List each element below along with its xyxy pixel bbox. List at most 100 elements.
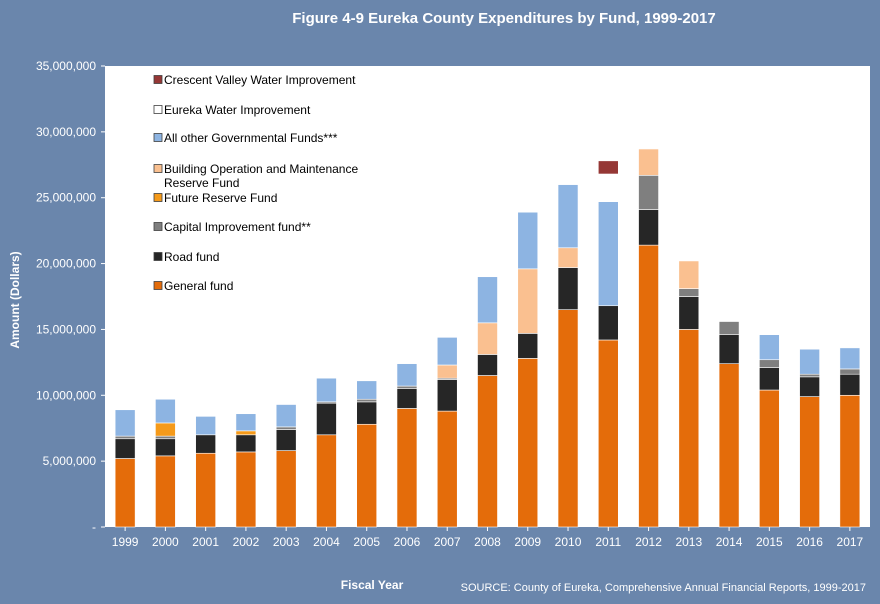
chart-title: Figure 4-9 Eureka County Expenditures by…	[292, 10, 715, 27]
bar-segment-2010-s0	[557, 309, 579, 528]
bar-segment-1999-s1	[114, 438, 136, 459]
bar-segment-2004-s1	[316, 402, 337, 436]
legend-label-3: Future Reserve Fund	[164, 191, 277, 205]
bar-segment-2000-s5	[155, 398, 176, 424]
bar-segment-2008-s0	[477, 375, 498, 528]
bar-segment-2010-s1	[557, 267, 579, 310]
bar-segment-2010-s5	[557, 184, 579, 249]
bar-segment-1999-s0	[114, 458, 136, 528]
bar-segment-2011-s7	[597, 160, 619, 175]
bar-segment-2013-s4	[678, 260, 700, 289]
bar-segment-2013-s0	[678, 329, 700, 528]
legend-swatch-6	[153, 105, 163, 114]
bar-segment-2017-s2	[839, 368, 861, 375]
bar-segment-2012-s4	[638, 148, 659, 176]
legend-label-1: Road fund	[164, 250, 219, 264]
legend-label-4: Building Operation and Maintenance Reserv…	[164, 162, 358, 190]
bar-segment-2017-s1	[839, 373, 861, 396]
x-tick-label: 2016	[796, 535, 823, 549]
bar-segment-2001-s1	[195, 434, 216, 454]
bar-segment-2008-s1	[477, 354, 498, 376]
x-tick-label: 2007	[434, 535, 461, 549]
bar-segment-2006-s5	[396, 363, 418, 387]
legend-box	[139, 72, 388, 309]
y-tick-label: 15,000,000	[36, 322, 96, 336]
bar-segment-2011-s1	[597, 305, 619, 341]
bar-segment-2002-s0	[235, 451, 257, 528]
bar-segment-2003-s0	[275, 450, 297, 528]
y-axis-label: Amount (Dollars)	[8, 251, 22, 348]
bar-segment-2009-s1	[517, 333, 539, 359]
x-tick-label: 2002	[233, 535, 260, 549]
bar-segment-2000-s2	[155, 435, 176, 440]
x-axis-ticks: 1999 2000 2001 2002 2003 2004 2005 2006 2007 2008…	[112, 527, 864, 549]
x-tick-label: 2013	[675, 535, 702, 549]
bar-segment-2005-s5	[356, 380, 378, 400]
legend-swatch-5	[153, 133, 163, 142]
x-tick-label: 2003	[273, 535, 300, 549]
bar-segment-2002-s5	[235, 413, 257, 432]
y-tick-label: 25,000,000	[36, 191, 96, 205]
bar-segment-2007-s0	[436, 410, 458, 528]
bar-segment-1999-s2	[114, 435, 136, 440]
bar-segment-2012-s1	[638, 209, 659, 246]
bar-segment-2016-s2	[799, 373, 820, 378]
legend-swatch-2	[153, 222, 163, 231]
bar-segment-2014-s1	[718, 334, 740, 364]
legend-label-line: Building Operation and Maintenance	[164, 162, 358, 176]
legend-label-5: All other Governmental Funds***	[164, 131, 338, 145]
bar-segment-2017-s5	[839, 347, 861, 370]
bar-segment-2001-s5	[195, 416, 216, 436]
bar-segment-2009-s5	[517, 211, 539, 270]
bar-segment-2005-s0	[356, 423, 378, 528]
y-axis-ticks: - 5,000,000 10,000,000 15,000,000 20,000,000…	[36, 59, 105, 534]
x-tick-label: 2005	[353, 535, 380, 549]
y-tick-label: 10,000,000	[36, 388, 96, 402]
bar-segment-2005-s1	[356, 401, 378, 425]
bar-segment-2012-s0	[638, 244, 659, 528]
bar-segment-2002-s1	[235, 434, 257, 453]
x-tick-label: 2014	[716, 535, 743, 549]
x-tick-label: 2012	[635, 535, 662, 549]
bar-segment-2009-s0	[517, 358, 539, 528]
x-axis-label: Fiscal Year	[341, 578, 404, 592]
bar-segment-2000-s0	[155, 455, 176, 528]
bar-segment-2006-s1	[396, 388, 418, 409]
legend-label-line: Reserve Fund	[164, 176, 239, 190]
bar-segment-2017-s0	[839, 394, 861, 528]
y-tick-label: 5,000,000	[43, 454, 97, 468]
bar-segment-2005-s2	[356, 398, 378, 403]
legend-swatch-0	[153, 281, 163, 290]
bar-segment-2013-s2	[678, 288, 700, 297]
x-tick-label: 2000	[152, 535, 179, 549]
legend-swatch-1	[153, 252, 163, 261]
bar-segment-2010-s4	[557, 247, 579, 268]
x-tick-label: 2004	[313, 535, 340, 549]
bar-segment-2008-s5	[477, 276, 498, 324]
bar-segment-2015-s2	[759, 359, 780, 368]
legend-swatch-4	[153, 164, 163, 173]
x-tick-label: 2006	[394, 535, 421, 549]
bar-segment-2014-s0	[718, 363, 740, 528]
bar-segment-2015-s5	[759, 334, 780, 361]
bar-segment-2003-s5	[275, 404, 297, 428]
legend-swatch-7	[153, 75, 163, 84]
bar-segment-2014-s2	[718, 321, 740, 335]
bar-segment-2007-s1	[436, 379, 458, 412]
x-tick-label: 2001	[192, 535, 219, 549]
legend: Crescent Valley Water Improvement Eureka …	[139, 72, 388, 309]
bar-segment-2003-s1	[275, 429, 297, 451]
source-note: SOURCE: County of Eureka, Comprehensive …	[461, 582, 866, 594]
bar-segment-2011-s5	[597, 201, 619, 307]
bar-segment-2008-s4	[477, 322, 498, 355]
legend-label-2: Capital Improvement fund**	[164, 220, 311, 234]
x-tick-label: 2010	[555, 535, 582, 549]
y-tick-label: 35,000,000	[36, 59, 96, 73]
bar-segment-2016-s5	[799, 348, 820, 375]
bar-segment-2010-s6	[557, 148, 579, 185]
bar-segment-2006-s2	[396, 385, 418, 390]
bar-segment-2015-s1	[759, 367, 780, 391]
bar-segment-2009-s4	[517, 268, 539, 334]
